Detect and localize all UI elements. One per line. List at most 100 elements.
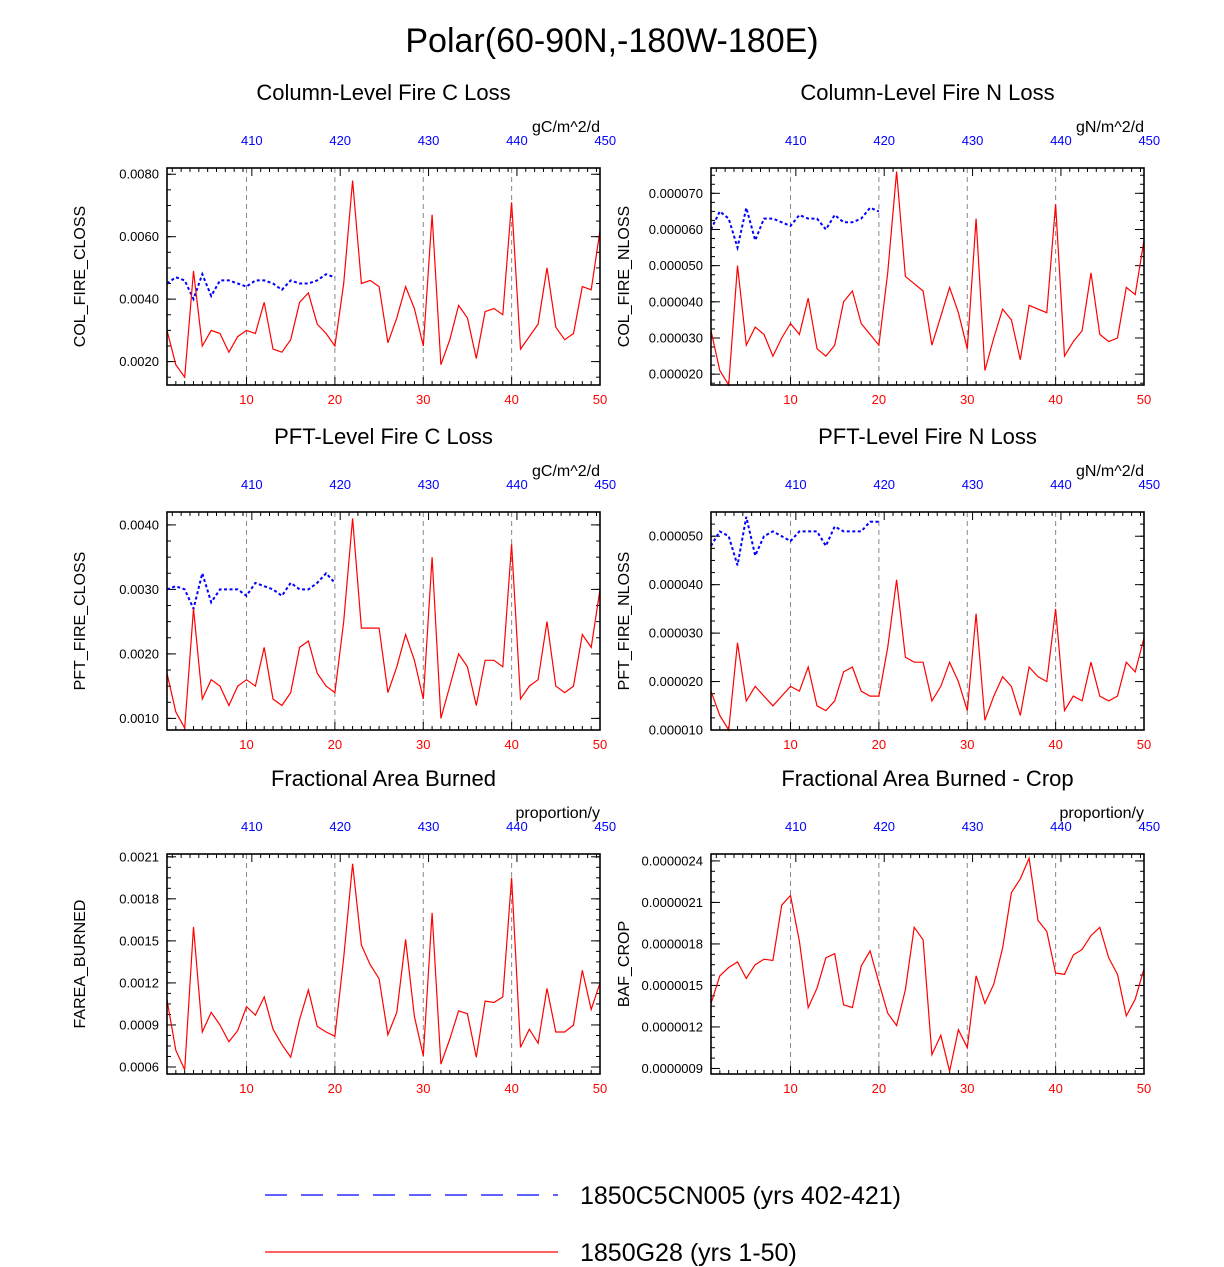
y-axis-label: PFT_FIRE_CLOSS (72, 552, 89, 691)
plot-frame (710, 511, 1145, 731)
y-tick-label: 0.000030 (649, 330, 703, 345)
units-label: proportion/y (1060, 805, 1145, 822)
chart-title: Fractional Area Burned (271, 766, 496, 791)
y-tick-label: 0.0040 (119, 292, 159, 307)
x-tick-label: 40 (504, 737, 518, 752)
legend-label-1850C5CN005: 1850C5CN005 (yrs 402-421) (580, 1182, 901, 1210)
plot-frame (166, 511, 601, 731)
y-tick-label: 0.000040 (649, 577, 703, 592)
x-tick-label: 20 (872, 737, 886, 752)
x-top-tick-label: 420 (329, 819, 351, 834)
x-top-tick-label: 450 (594, 133, 616, 148)
x-tick-label: 50 (593, 1081, 607, 1096)
y-tick-label: 0.000030 (649, 626, 703, 641)
x-tick-label: 50 (1137, 737, 1151, 752)
x-tick-label: 40 (1048, 392, 1062, 407)
y-axis-label: FAREA_BURNED (72, 900, 89, 1029)
x-tick-label: 10 (239, 737, 253, 752)
plot-frame (710, 167, 1145, 386)
page-title: Polar(60-90N,-180W-180E) (405, 22, 818, 60)
legend: 1850C5CN005 (yrs 402-421) 1850G28 (yrs 1… (265, 1182, 901, 1267)
y-tick-label: 0.0009 (119, 1017, 159, 1032)
y-tick-label: 0.0000018 (642, 936, 703, 951)
x-top-tick-label: 450 (1138, 819, 1160, 834)
x-top-tick-label: 410 (785, 477, 807, 492)
x-top-tick-label: 410 (785, 819, 807, 834)
y-tick-label: 0.0030 (119, 582, 159, 597)
x-top-tick-label: 420 (329, 133, 351, 148)
y-tick-label: 0.000020 (649, 367, 703, 382)
series-line-1850C5CN005 (166, 271, 336, 302)
series-line-1850G28 (166, 863, 601, 1071)
x-tick-label: 50 (1137, 392, 1151, 407)
x-top-tick-label: 430 (962, 133, 984, 148)
x-tick-label: 30 (960, 392, 974, 407)
x-top-tick-label: 420 (873, 819, 895, 834)
series-line-1850G28 (166, 180, 601, 379)
x-top-tick-label: 440 (1050, 477, 1072, 492)
x-tick-label: 10 (783, 392, 797, 407)
y-tick-label: 0.0010 (119, 711, 159, 726)
x-top-tick-label: 440 (506, 477, 528, 492)
x-top-tick-label: 410 (241, 477, 263, 492)
x-tick-label: 40 (504, 1081, 518, 1096)
x-top-tick-label: 420 (873, 477, 895, 492)
x-tick-label: 50 (593, 737, 607, 752)
x-tick-label: 30 (960, 1081, 974, 1096)
x-tick-label: 30 (416, 392, 430, 407)
x-tick-label: 50 (593, 392, 607, 407)
x-tick-label: 20 (328, 1081, 342, 1096)
y-axis-label: PFT_FIRE_NLOSS (616, 552, 633, 691)
chart-title: PFT-Level Fire C Loss (274, 424, 493, 449)
y-tick-label: 0.000050 (649, 529, 703, 544)
y-tick-label: 0.0020 (119, 646, 159, 661)
chart-title: PFT-Level Fire N Loss (818, 424, 1037, 449)
y-tick-label: 0.0000015 (642, 978, 703, 993)
x-top-tick-label: 430 (418, 133, 440, 148)
series-line-1850G28 (710, 579, 1145, 732)
y-tick-label: 0.000050 (649, 258, 703, 273)
x-top-tick-label: 450 (594, 819, 616, 834)
x-top-tick-label: 430 (418, 477, 440, 492)
series-line-1850C5CN005 (710, 516, 879, 566)
y-tick-label: 0.0000012 (642, 1019, 703, 1034)
x-top-tick-label: 450 (594, 477, 616, 492)
x-top-tick-label: 430 (962, 819, 984, 834)
x-top-tick-label: 410 (241, 133, 263, 148)
x-top-tick-label: 430 (418, 819, 440, 834)
y-axis-label: COL_FIRE_NLOSS (616, 206, 633, 347)
x-top-tick-label: 430 (962, 477, 984, 492)
series-line-1850C5CN005 (166, 569, 336, 612)
chart-title: Fractional Area Burned - Crop (781, 766, 1073, 791)
units-label: gC/m^2/d (532, 463, 600, 480)
chart-panel: Fractional Area Burned proportion/y FAREA_… (72, 766, 616, 1096)
units-label: proportion/y (516, 805, 601, 822)
y-axis-label: COL_FIRE_CLOSS (72, 206, 89, 347)
x-tick-label: 40 (1048, 737, 1062, 752)
y-tick-label: 0.0060 (119, 229, 159, 244)
y-tick-label: 0.000010 (649, 723, 703, 738)
series-line-1850G28 (710, 171, 1145, 387)
chart-title: Column-Level Fire N Loss (800, 80, 1054, 105)
y-tick-label: 0.000040 (649, 294, 703, 309)
x-top-tick-label: 440 (1050, 133, 1072, 148)
chart-title: Column-Level Fire C Loss (256, 80, 510, 105)
chart-panel: PFT-Level Fire C Loss gC/m^2/d PFT_FIRE_CL… (72, 424, 616, 752)
x-tick-label: 30 (416, 1081, 430, 1096)
x-tick-label: 40 (1048, 1081, 1062, 1096)
x-tick-label: 10 (239, 392, 253, 407)
x-tick-label: 20 (328, 392, 342, 407)
series-line-1850C5CN005 (710, 206, 880, 252)
x-top-tick-label: 410 (785, 133, 807, 148)
plot-frame (166, 853, 601, 1075)
x-tick-label: 40 (504, 392, 518, 407)
x-top-tick-label: 450 (1138, 133, 1160, 148)
x-top-tick-label: 420 (873, 133, 895, 148)
x-top-tick-label: 440 (1050, 819, 1072, 834)
y-tick-label: 0.0000009 (642, 1061, 703, 1076)
x-tick-label: 30 (960, 737, 974, 752)
x-tick-label: 20 (872, 392, 886, 407)
x-tick-label: 20 (328, 737, 342, 752)
plot-frame (710, 853, 1145, 1075)
